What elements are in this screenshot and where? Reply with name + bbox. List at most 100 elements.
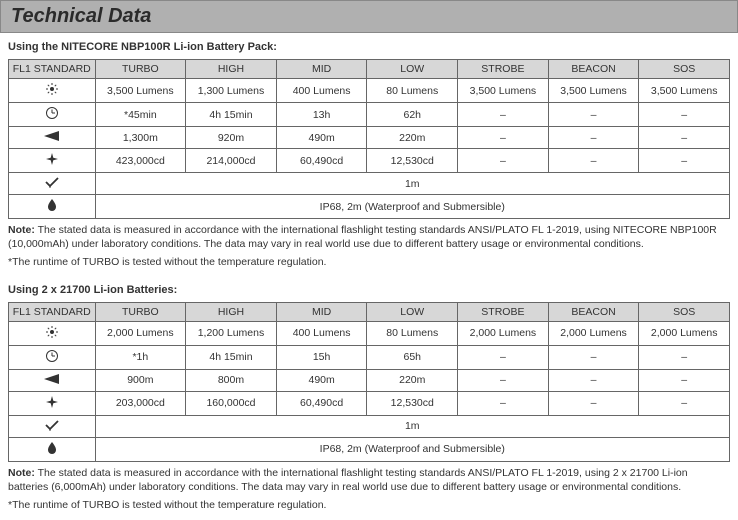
spec-cell: 3,500 Lumens	[639, 79, 730, 103]
column-header: MID	[276, 302, 367, 321]
note-text: The stated data is measured in accordanc…	[8, 467, 688, 493]
column-header: HIGH	[186, 302, 277, 321]
column-header: TURBO	[95, 60, 186, 79]
spec-cell: 2,000 Lumens	[95, 321, 186, 345]
column-header: LOW	[367, 60, 458, 79]
note-footnote: *The runtime of TURBO is tested without …	[8, 255, 730, 269]
spec-cell: 1,300m	[95, 127, 186, 149]
spec-cell: 3,500 Lumens	[95, 79, 186, 103]
spec-cell: 4h 15min	[186, 103, 277, 127]
spec-cell: 400 Lumens	[276, 79, 367, 103]
spec-cell: 13h	[276, 103, 367, 127]
note-footnote: *The runtime of TURBO is tested without …	[8, 498, 730, 512]
spec-cell: –	[548, 127, 639, 149]
spec-cell: –	[458, 103, 549, 127]
spec-span-cell: IP68, 2m (Waterproof and Submersible)	[95, 195, 729, 219]
impact-icon	[9, 415, 96, 437]
spec-span-cell: 1m	[95, 173, 729, 195]
column-header: FL1 STANDARD	[9, 302, 96, 321]
spec-span-cell: 1m	[95, 415, 729, 437]
column-header: SOS	[639, 302, 730, 321]
column-header: FL1 STANDARD	[9, 60, 96, 79]
spec-cell: 1,300 Lumens	[186, 79, 277, 103]
spec-cell: 3,500 Lumens	[458, 79, 549, 103]
spec-cell: –	[458, 369, 549, 391]
column-header: BEACON	[548, 302, 639, 321]
spec-cell: –	[639, 127, 730, 149]
spec-cell: 3,500 Lumens	[548, 79, 639, 103]
spec-section: Using the NITECORE NBP100R Li-ion Batter…	[0, 41, 738, 278]
spec-span-cell: IP68, 2m (Waterproof and Submersible)	[95, 437, 729, 461]
spec-cell: 490m	[276, 127, 367, 149]
spec-cell: 490m	[276, 369, 367, 391]
column-header: SOS	[639, 60, 730, 79]
light-icon	[9, 321, 96, 345]
spec-cell: 65h	[367, 345, 458, 369]
column-header: STROBE	[458, 302, 549, 321]
spec-cell: 15h	[276, 345, 367, 369]
spec-cell: 214,000cd	[186, 149, 277, 173]
spec-cell: 423,000cd	[95, 149, 186, 173]
spec-cell: –	[548, 391, 639, 415]
column-header: TURBO	[95, 302, 186, 321]
spec-cell: –	[458, 391, 549, 415]
spec-cell: –	[548, 103, 639, 127]
spec-cell: 160,000cd	[186, 391, 277, 415]
spec-cell: –	[639, 345, 730, 369]
spec-cell: 2,000 Lumens	[548, 321, 639, 345]
spec-cell: 4h 15min	[186, 345, 277, 369]
spec-cell: 62h	[367, 103, 458, 127]
spec-cell: 60,490cd	[276, 391, 367, 415]
section-subtitle: Using 2 x 21700 Li-ion Batteries:	[8, 284, 730, 296]
water-icon	[9, 195, 96, 219]
spec-cell: 12,530cd	[367, 391, 458, 415]
column-header: BEACON	[548, 60, 639, 79]
spec-cell: 2,000 Lumens	[458, 321, 549, 345]
section-note: Note: The stated data is measured in acc…	[8, 466, 730, 494]
section-subtitle: Using the NITECORE NBP100R Li-ion Batter…	[8, 41, 730, 53]
spec-cell: 400 Lumens	[276, 321, 367, 345]
spec-cell: –	[548, 149, 639, 173]
spec-cell: 800m	[186, 369, 277, 391]
light-icon	[9, 79, 96, 103]
spec-cell: –	[548, 369, 639, 391]
spec-cell: –	[548, 345, 639, 369]
clock-icon	[9, 345, 96, 369]
spec-cell: –	[639, 369, 730, 391]
spec-cell: 80 Lumens	[367, 321, 458, 345]
note-label: Note:	[8, 467, 35, 479]
spec-cell: 920m	[186, 127, 277, 149]
intensity-icon	[9, 149, 96, 173]
column-header: LOW	[367, 302, 458, 321]
spec-cell: –	[639, 149, 730, 173]
clock-icon	[9, 103, 96, 127]
spec-cell: 220m	[367, 369, 458, 391]
intensity-icon	[9, 391, 96, 415]
spec-cell: 60,490cd	[276, 149, 367, 173]
beam-icon	[9, 127, 96, 149]
page-title: Technical Data	[0, 0, 738, 33]
beam-icon	[9, 369, 96, 391]
spec-cell: *1h	[95, 345, 186, 369]
spec-cell: –	[458, 149, 549, 173]
spec-cell: –	[639, 391, 730, 415]
spec-cell: 1,200 Lumens	[186, 321, 277, 345]
water-icon	[9, 437, 96, 461]
spec-table: FL1 STANDARDTURBOHIGHMIDLOWSTROBEBEACONS…	[8, 302, 730, 462]
spec-cell: 220m	[367, 127, 458, 149]
column-header: HIGH	[186, 60, 277, 79]
column-header: MID	[276, 60, 367, 79]
spec-cell: 203,000cd	[95, 391, 186, 415]
spec-section: Using 2 x 21700 Li-ion Batteries: FL1 STA…	[0, 284, 738, 520]
spec-cell: 12,530cd	[367, 149, 458, 173]
spec-cell: –	[639, 103, 730, 127]
note-label: Note:	[8, 224, 35, 236]
spec-cell: 80 Lumens	[367, 79, 458, 103]
spec-cell: *45min	[95, 103, 186, 127]
spec-cell: –	[458, 127, 549, 149]
spec-cell: 2,000 Lumens	[639, 321, 730, 345]
spec-table: FL1 STANDARDTURBOHIGHMIDLOWSTROBEBEACONS…	[8, 59, 730, 219]
spec-cell: –	[458, 345, 549, 369]
section-note: Note: The stated data is measured in acc…	[8, 223, 730, 251]
spec-cell: 900m	[95, 369, 186, 391]
